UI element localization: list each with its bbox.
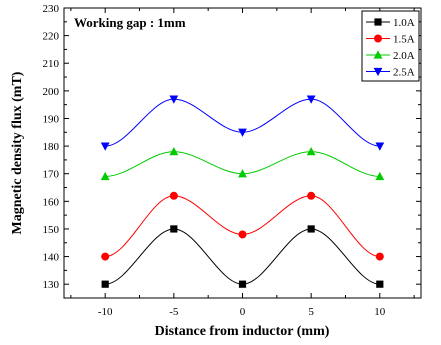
data-point-square — [170, 225, 178, 233]
y-tick-label: 230 — [43, 3, 60, 15]
series-line — [105, 98, 380, 147]
y-tick-label: 160 — [43, 196, 60, 208]
data-point-square — [238, 280, 247, 288]
series-2.0A — [100, 147, 385, 181]
x-tick-label: -10 — [98, 306, 113, 318]
data-point-circle — [238, 230, 247, 239]
legend-label: 1.0A — [393, 17, 415, 29]
y-tick-label: 190 — [43, 113, 60, 125]
data-point-triangle-up — [169, 147, 179, 156]
y-tick-label: 140 — [43, 252, 60, 264]
data-point-triangle-down — [238, 128, 247, 137]
y-tick-label: 200 — [43, 86, 60, 98]
y-tick-label: 150 — [43, 224, 60, 236]
series-1.5A — [101, 191, 384, 261]
data-point-triangle-down — [306, 95, 316, 104]
legend-label: 2.5A — [393, 67, 415, 79]
series-layer — [100, 95, 385, 288]
axes-layer: 130 140 150 160 170 180 190 200 210 220 230 -10 -5 0 5… — [43, 3, 421, 318]
y-tick-label: 180 — [43, 141, 60, 153]
data-point-circle — [374, 34, 382, 43]
data-point-square — [374, 18, 382, 26]
data-point-triangle-up — [100, 171, 110, 181]
y-tick-label: 130 — [43, 279, 60, 291]
legend-box — [361, 10, 420, 82]
x-axis-title: Distance from inductor (mm) — [155, 324, 330, 339]
x-tick-label: 10 — [374, 306, 386, 318]
legend: 1.0A 1.5A 2.0A 2.5A — [361, 10, 420, 82]
data-point-triangle-down — [373, 67, 383, 77]
y-tick-label: 220 — [43, 31, 60, 43]
x-tick-label: 0 — [240, 306, 246, 318]
data-point-circle — [101, 252, 110, 261]
data-point-circle — [307, 191, 316, 200]
data-point-triangle-up — [306, 147, 316, 156]
data-point-triangle-down — [375, 142, 385, 151]
y-tick-label: 170 — [43, 169, 60, 181]
data-point-circle — [375, 252, 384, 261]
data-point-triangle-down — [169, 95, 179, 104]
legend-label: 1.5A — [393, 34, 415, 46]
series-2.5A — [100, 95, 385, 151]
series-1.0A — [101, 225, 384, 288]
data-point-circle — [169, 191, 178, 200]
y-tick-label: 210 — [43, 58, 60, 70]
data-point-triangle-up — [373, 50, 383, 59]
data-point-square — [101, 280, 109, 288]
x-tick-label: 5 — [308, 306, 314, 318]
x-tick-label: -5 — [169, 306, 179, 318]
y-axis-title: Magnetic density flux (mT) — [10, 71, 25, 234]
data-point-square — [376, 280, 384, 288]
data-point-triangle-up — [375, 171, 385, 181]
legend-label: 2.0A — [393, 50, 415, 62]
data-point-triangle-down — [100, 142, 110, 151]
data-point-triangle-up — [238, 169, 247, 178]
chart-annotation: Working gap : 1mm — [74, 15, 186, 30]
series-line — [105, 195, 380, 258]
data-point-square — [307, 225, 315, 233]
